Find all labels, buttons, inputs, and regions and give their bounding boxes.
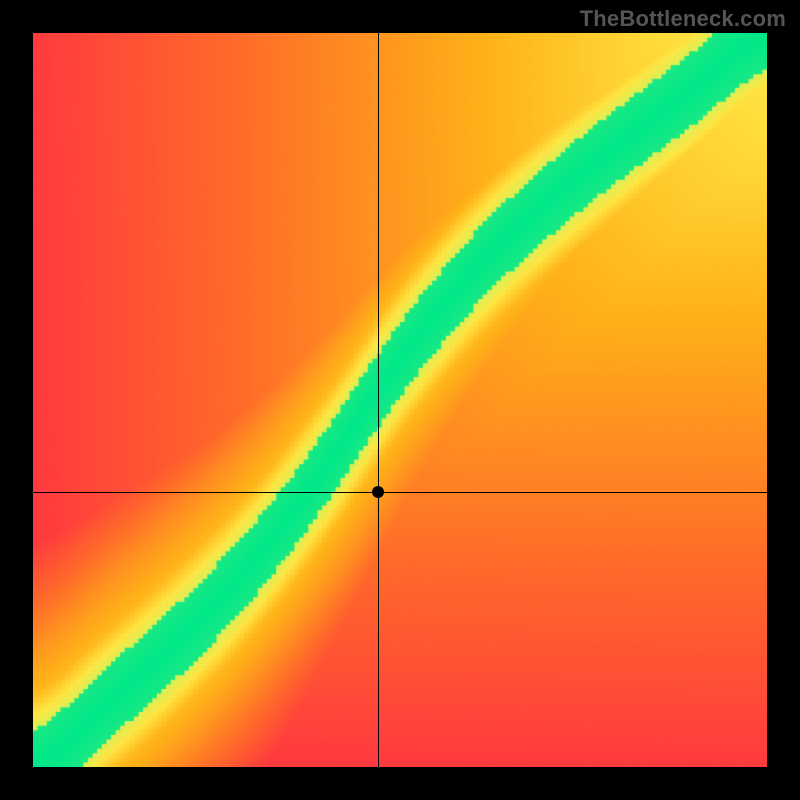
chart-frame: TheBottleneck.com	[0, 0, 800, 800]
crosshair-horizontal	[33, 492, 767, 493]
plot-area	[33, 33, 767, 767]
watermark-text: TheBottleneck.com	[580, 6, 786, 32]
crosshair-vertical	[378, 33, 379, 767]
bottleneck-heatmap	[33, 33, 767, 767]
selection-point	[372, 486, 384, 498]
